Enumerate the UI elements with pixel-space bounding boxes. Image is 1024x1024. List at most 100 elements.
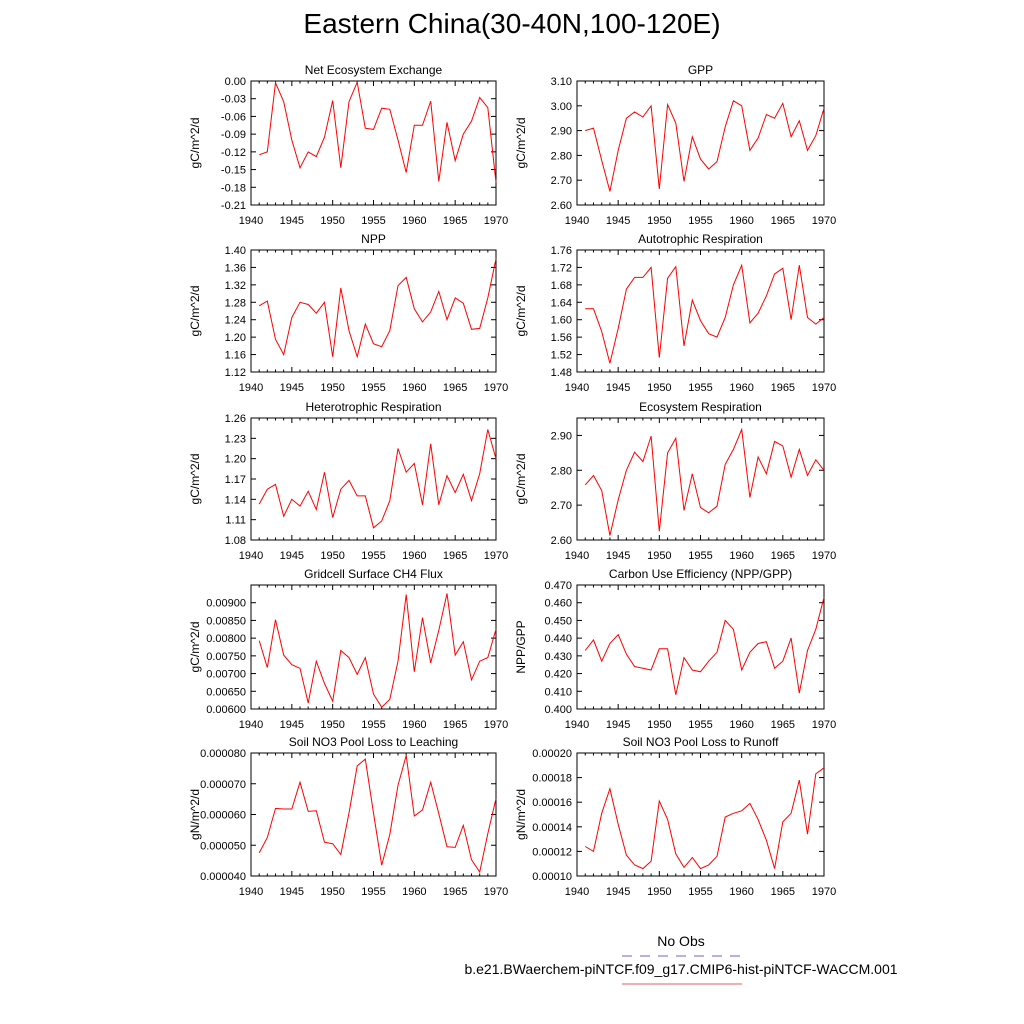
chart-panel: Soil NO3 Pool Loss to Runoff gN/m^2/d 0.00… xyxy=(514,735,836,898)
y-tick-label: 2.70 xyxy=(551,175,572,187)
x-tick-label: 1940 xyxy=(239,215,263,227)
y-tick-label: 2.90 xyxy=(551,126,572,138)
series-line xyxy=(584,597,825,695)
x-tick-label: 1950 xyxy=(647,886,671,898)
x-tick-label: 1965 xyxy=(443,215,467,227)
chart-panel: Heterotrophic Respiration gC/m^2/d 1.26 1.2… xyxy=(188,400,508,562)
chart-panel: Gridcell Surface CH4 Flux gC/m^2/d 0.00900… xyxy=(188,567,508,731)
legend-obs-label: No Obs xyxy=(657,933,704,949)
x-tick-label: 1965 xyxy=(771,886,795,898)
x-tick-label: 1950 xyxy=(320,886,344,898)
y-tick-label: 1.20 xyxy=(225,332,246,344)
chart-panel: Carbon Use Efficiency (NPP/GPP) NPP/GPP 0.… xyxy=(514,567,836,731)
x-tick-label: 1965 xyxy=(771,215,795,227)
y-tick-label: 0.00 xyxy=(225,76,246,88)
x-tick-label: 1945 xyxy=(280,382,304,394)
y-tick-label: 0.00900 xyxy=(206,598,246,610)
series-line xyxy=(258,429,497,529)
y-tick-label: 1.24 xyxy=(225,315,246,327)
y-tick-label: 0.00600 xyxy=(206,704,246,716)
series-line xyxy=(258,755,497,874)
y-axis-label: gC/m^2/d xyxy=(514,454,528,505)
y-tick-label: 0.000080 xyxy=(200,748,246,760)
y-axis-label: gC/m^2/d xyxy=(188,622,202,673)
y-tick-label: 1.17 xyxy=(225,474,246,486)
x-tick-label: 1950 xyxy=(320,382,344,394)
legend: No Obs b.e21.BWaerchem-piNTCF.f09_g17.CM… xyxy=(464,933,898,985)
y-tick-label: -0.21 xyxy=(221,200,246,212)
chart-title: Ecosystem Respiration xyxy=(639,400,762,414)
y-tick-label: 1.72 xyxy=(551,262,572,274)
y-tick-label: 1.56 xyxy=(551,332,572,344)
chart-panel: Ecosystem Respiration gC/m^2/d 2.90 2.80 2.7… xyxy=(514,400,836,562)
y-tick-label: -0.15 xyxy=(221,165,246,177)
y-axis-label: gC/m^2/d xyxy=(188,286,202,337)
y-tick-label: 1.32 xyxy=(225,280,246,292)
x-tick-label: 1960 xyxy=(402,382,426,394)
x-tick-label: 1940 xyxy=(565,550,589,562)
x-tick-label: 1950 xyxy=(320,550,344,562)
x-tick-label: 1945 xyxy=(606,382,630,394)
series-line xyxy=(258,593,497,708)
x-tick-label: 1945 xyxy=(280,719,304,731)
y-tick-label: 2.90 xyxy=(551,430,572,442)
y-tick-label: 1.40 xyxy=(225,245,246,257)
y-tick-label: -0.03 xyxy=(221,94,246,106)
page-title: Eastern China(30-40N,100-120E) xyxy=(303,8,721,39)
y-tick-label: 0.430 xyxy=(544,651,572,663)
y-axis-label: gC/m^2/d xyxy=(188,454,202,505)
y-tick-label: 0.470 xyxy=(544,580,572,592)
series-line xyxy=(585,263,825,364)
x-tick-label: 1955 xyxy=(361,382,385,394)
chart-panel: Soil NO3 Pool Loss to LeachinggN/m^2/d0.… xyxy=(188,735,508,898)
y-tick-label: 0.00012 xyxy=(532,846,572,858)
y-tick-label: 1.28 xyxy=(225,297,246,309)
y-tick-label: 2.70 xyxy=(551,500,572,512)
chart-panel: Autotrophic Respiration gC/m^2/d 1.76 1.72 1… xyxy=(514,232,836,394)
chart-title: Gridcell Surface CH4 Flux xyxy=(304,567,443,581)
y-tick-label: 0.00800 xyxy=(206,633,246,645)
y-tick-label: 3.10 xyxy=(551,76,572,88)
y-tick-label: 2.80 xyxy=(551,150,572,162)
x-tick-label: 1950 xyxy=(647,550,671,562)
x-tick-label: 1970 xyxy=(812,215,836,227)
series-line xyxy=(584,767,825,870)
plot-frame xyxy=(250,80,497,206)
x-tick-label: 1950 xyxy=(320,719,344,731)
plot-frame xyxy=(250,584,497,710)
y-tick-label: 0.440 xyxy=(544,633,572,645)
x-tick-label: 1970 xyxy=(812,719,836,731)
chart-panel: NPP gC/m^2/d 1.40 1.36 1.32 1.28 1.24 1.20 1.16 1… xyxy=(188,232,508,394)
chart-title: Net Ecosystem Exchange xyxy=(305,63,443,77)
y-tick-label: 1.48 xyxy=(551,367,572,379)
x-tick-label: 1945 xyxy=(606,215,630,227)
x-tick-label: 1940 xyxy=(239,550,263,562)
y-tick-label: 1.12 xyxy=(225,367,246,379)
x-tick-label: 1960 xyxy=(402,215,426,227)
y-tick-label: 0.410 xyxy=(544,686,572,698)
x-tick-label: 1960 xyxy=(729,719,753,731)
x-tick-label: 1945 xyxy=(280,215,304,227)
y-tick-label: 2.80 xyxy=(551,465,572,477)
chart-title: Soil NO3 Pool Loss to Leaching xyxy=(289,735,458,749)
x-tick-label: 1945 xyxy=(606,719,630,731)
y-tick-label: 1.36 xyxy=(225,262,246,274)
x-tick-label: 1970 xyxy=(812,886,836,898)
chart-title: Heterotrophic Respiration xyxy=(305,400,441,414)
x-tick-label: 1940 xyxy=(239,886,263,898)
y-tick-label: 0.000050 xyxy=(200,840,246,852)
x-tick-label: 1960 xyxy=(402,550,426,562)
y-axis-label: gC/m^2/d xyxy=(188,118,202,169)
y-tick-label: 0.00020 xyxy=(532,748,572,760)
y-axis-label: NPP/GPP xyxy=(514,620,528,673)
y-tick-label: 0.00650 xyxy=(206,686,246,698)
x-tick-label: 1960 xyxy=(402,886,426,898)
y-tick-label: 2.60 xyxy=(551,535,572,547)
y-tick-label: 0.000040 xyxy=(200,871,246,883)
plot-frame xyxy=(576,417,825,541)
plot-frame xyxy=(576,584,825,710)
y-tick-label: 0.000070 xyxy=(200,779,246,791)
y-tick-label: 0.00010 xyxy=(532,871,572,883)
x-tick-label: 1965 xyxy=(771,382,795,394)
y-tick-label: -0.12 xyxy=(221,147,246,159)
